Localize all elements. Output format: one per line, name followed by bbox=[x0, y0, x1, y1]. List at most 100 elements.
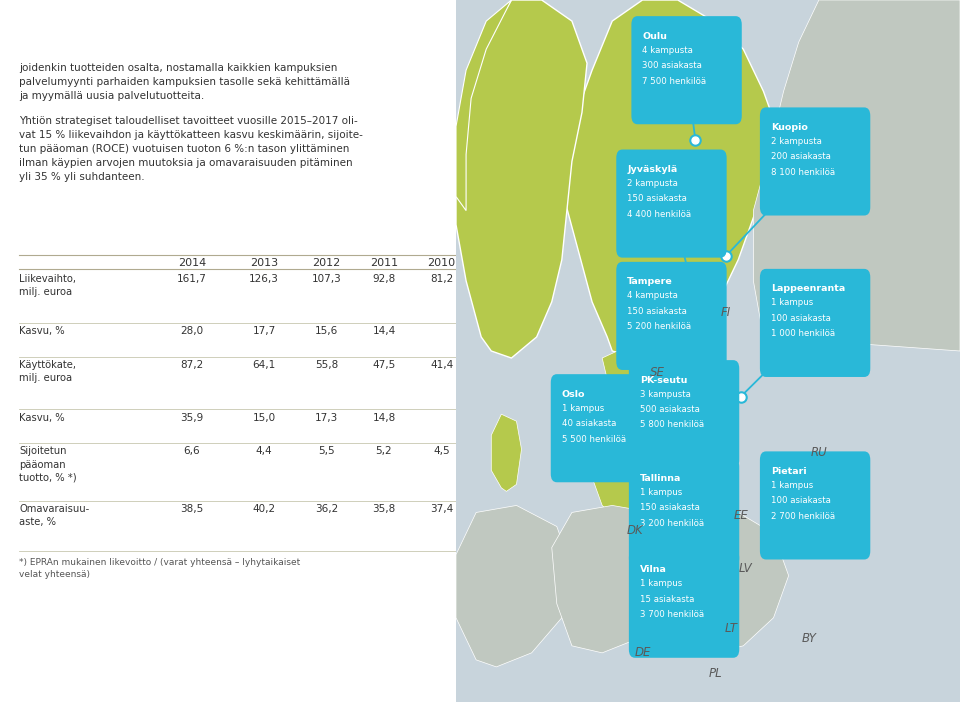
Text: Jyväskylä: Jyväskylä bbox=[628, 165, 678, 174]
Text: 1 000 henkilöä: 1 000 henkilöä bbox=[771, 329, 835, 338]
Text: 4 kampusta: 4 kampusta bbox=[628, 291, 678, 300]
Text: 14,8: 14,8 bbox=[372, 413, 396, 423]
Text: Liikevaihto,
milj. euroa: Liikevaihto, milj. euroa bbox=[19, 274, 76, 297]
Polygon shape bbox=[492, 414, 521, 491]
Text: 161,7: 161,7 bbox=[177, 274, 207, 284]
Text: PK-seutu: PK-seutu bbox=[640, 376, 687, 385]
FancyBboxPatch shape bbox=[629, 360, 739, 468]
Text: 3 700 henkilöä: 3 700 henkilöä bbox=[640, 610, 704, 619]
Text: 28,0: 28,0 bbox=[180, 326, 204, 336]
Text: 38,5: 38,5 bbox=[180, 504, 204, 514]
Text: 2 kampusta: 2 kampusta bbox=[628, 179, 678, 188]
FancyBboxPatch shape bbox=[616, 262, 727, 370]
Text: 1 kampus: 1 kampus bbox=[771, 481, 813, 490]
Text: 5: 5 bbox=[476, 673, 484, 687]
Text: joidenkin tuotteiden osalta, nostamalla kaikkien kampuksien
palvelumyynti parhai: joidenkin tuotteiden osalta, nostamalla … bbox=[19, 63, 350, 101]
Polygon shape bbox=[754, 0, 960, 351]
Text: 92,8: 92,8 bbox=[372, 274, 396, 284]
Polygon shape bbox=[562, 0, 779, 358]
Text: 1 kampus: 1 kampus bbox=[562, 404, 604, 413]
Text: Tallinna: Tallinna bbox=[640, 474, 682, 483]
Text: 35,9: 35,9 bbox=[180, 413, 204, 423]
Text: Kasvu, %: Kasvu, % bbox=[19, 413, 65, 423]
Text: 87,2: 87,2 bbox=[180, 360, 204, 370]
Text: 2011: 2011 bbox=[370, 258, 398, 267]
Text: 4,4: 4,4 bbox=[255, 446, 273, 456]
Text: Kasvu, %: Kasvu, % bbox=[19, 326, 65, 336]
Text: 17,7: 17,7 bbox=[252, 326, 276, 336]
Polygon shape bbox=[456, 505, 572, 667]
Text: 100 asiakasta: 100 asiakasta bbox=[771, 496, 830, 505]
Text: 17,3: 17,3 bbox=[315, 413, 338, 423]
Text: Kuopio: Kuopio bbox=[771, 123, 808, 132]
Text: 37,4: 37,4 bbox=[430, 504, 453, 514]
Text: SE: SE bbox=[650, 366, 665, 378]
Text: 2012: 2012 bbox=[312, 258, 341, 267]
Polygon shape bbox=[456, 0, 512, 211]
Text: 4 kampusta: 4 kampusta bbox=[642, 46, 693, 55]
FancyBboxPatch shape bbox=[551, 374, 661, 482]
Text: 300 asiakasta: 300 asiakasta bbox=[642, 61, 703, 70]
Text: 55,8: 55,8 bbox=[315, 360, 338, 370]
Text: Technopolis lyhyesti: Technopolis lyhyesti bbox=[820, 32, 946, 45]
Text: LT: LT bbox=[724, 622, 737, 635]
Text: 5 500 henkilöä: 5 500 henkilöä bbox=[562, 435, 626, 444]
Polygon shape bbox=[552, 505, 678, 653]
Text: 64,1: 64,1 bbox=[252, 360, 276, 370]
Text: 200 asiakasta: 200 asiakasta bbox=[771, 152, 830, 161]
FancyBboxPatch shape bbox=[629, 550, 739, 658]
Text: 15 asiakasta: 15 asiakasta bbox=[640, 595, 694, 604]
Text: Oulu: Oulu bbox=[642, 32, 667, 41]
Text: Tampere: Tampere bbox=[628, 277, 673, 286]
FancyBboxPatch shape bbox=[760, 269, 871, 377]
Text: 2 kampusta: 2 kampusta bbox=[771, 137, 822, 146]
FancyBboxPatch shape bbox=[760, 451, 871, 559]
Text: BY: BY bbox=[802, 633, 816, 645]
Text: Yhtiön strategiset taloudelliset tavoitteet vuosille 2015–2017 oli-
vat 15 % lii: Yhtiön strategiset taloudelliset tavoitt… bbox=[19, 116, 363, 182]
Text: 81,2: 81,2 bbox=[430, 274, 453, 284]
Text: *) EPRAn mukainen likevoitto / (varat yhteensä – lyhytaikaiset
velat yhteensä): *) EPRAn mukainen likevoitto / (varat yh… bbox=[19, 558, 300, 579]
Text: 2010: 2010 bbox=[427, 258, 456, 267]
Text: EE: EE bbox=[733, 510, 748, 522]
FancyBboxPatch shape bbox=[629, 458, 739, 567]
Text: 150 asiakasta: 150 asiakasta bbox=[628, 307, 687, 316]
Text: 15,6: 15,6 bbox=[315, 326, 338, 336]
Text: 150 asiakasta: 150 asiakasta bbox=[628, 194, 687, 204]
Text: DK: DK bbox=[627, 524, 643, 536]
Polygon shape bbox=[602, 351, 693, 400]
Text: 2013: 2013 bbox=[250, 258, 278, 267]
Text: 5,5: 5,5 bbox=[318, 446, 335, 456]
Text: Sijoitetun
pääoman
tuotto, % *): Sijoitetun pääoman tuotto, % *) bbox=[19, 446, 77, 483]
Text: 5,2: 5,2 bbox=[375, 446, 393, 456]
Text: RU: RU bbox=[810, 446, 828, 459]
Text: LV: LV bbox=[739, 562, 753, 575]
Text: FI: FI bbox=[721, 306, 731, 319]
FancyBboxPatch shape bbox=[616, 150, 727, 258]
Text: 3 kampusta: 3 kampusta bbox=[640, 390, 691, 399]
Text: Yhteiskuntavastuuraportti 2014: Yhteiskuntavastuuraportti 2014 bbox=[748, 18, 946, 31]
Polygon shape bbox=[592, 435, 698, 519]
Text: 8 100 henkilöä: 8 100 henkilöä bbox=[771, 168, 835, 177]
Text: 500 asiakasta: 500 asiakasta bbox=[640, 405, 700, 414]
Polygon shape bbox=[602, 386, 703, 456]
Polygon shape bbox=[678, 512, 789, 653]
Text: Vilna: Vilna bbox=[640, 565, 667, 574]
FancyBboxPatch shape bbox=[760, 107, 871, 216]
Text: 2014: 2014 bbox=[178, 258, 206, 267]
Text: 1 kampus: 1 kampus bbox=[640, 579, 683, 588]
Text: 5 200 henkilöä: 5 200 henkilöä bbox=[628, 322, 691, 331]
Text: PL: PL bbox=[708, 668, 722, 680]
Text: 4 400 henkilöä: 4 400 henkilöä bbox=[628, 210, 691, 219]
Polygon shape bbox=[456, 0, 587, 358]
Text: 4,5: 4,5 bbox=[433, 446, 450, 456]
Text: 35,8: 35,8 bbox=[372, 504, 396, 514]
Text: 40 asiakasta: 40 asiakasta bbox=[562, 419, 616, 428]
Text: 47,5: 47,5 bbox=[372, 360, 396, 370]
Text: Oslo: Oslo bbox=[562, 390, 586, 399]
Text: 100 asiakasta: 100 asiakasta bbox=[771, 314, 830, 323]
Text: 3 200 henkilöä: 3 200 henkilöä bbox=[640, 519, 704, 528]
Text: 6,6: 6,6 bbox=[183, 446, 201, 456]
Text: 150 asiakasta: 150 asiakasta bbox=[640, 503, 700, 512]
Text: 7 500 henkilöä: 7 500 henkilöä bbox=[642, 77, 707, 86]
Text: 2 700 henkilöä: 2 700 henkilöä bbox=[771, 512, 835, 521]
